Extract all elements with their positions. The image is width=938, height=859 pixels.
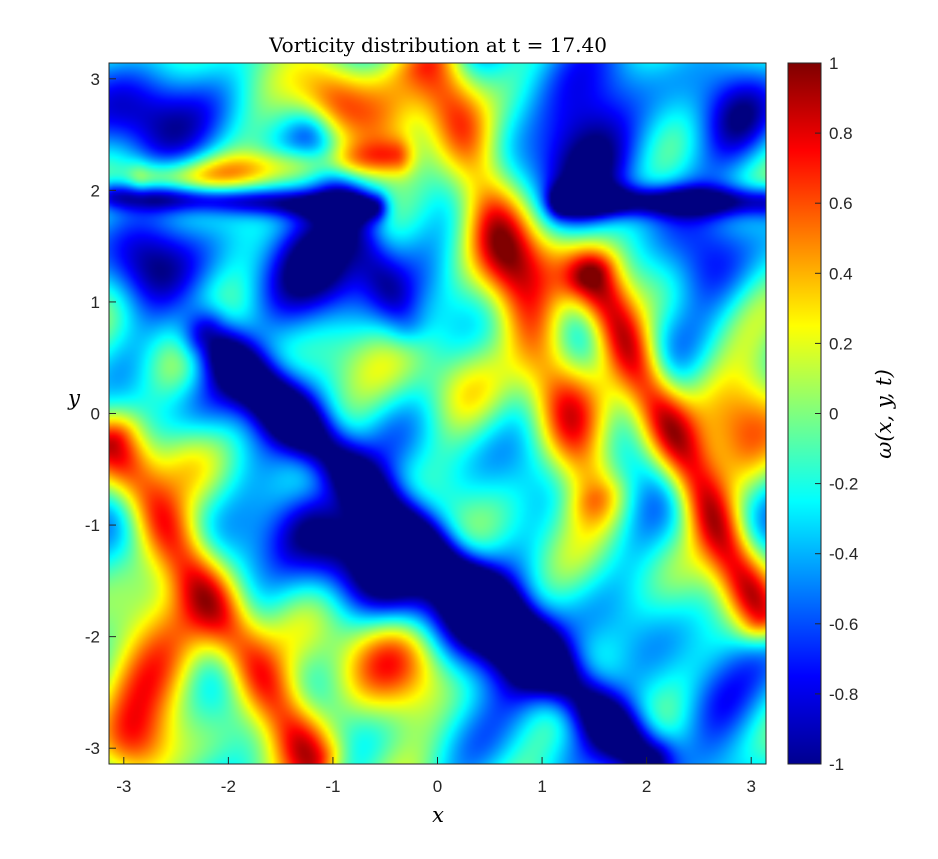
vorticity-heatmap bbox=[109, 63, 766, 764]
colorbar-tick-label: 0.6 bbox=[829, 194, 853, 213]
x-tick-label: 0 bbox=[433, 777, 442, 796]
colorbar-tick-label: -0.6 bbox=[829, 615, 858, 634]
colorbar-tick-label: -0.2 bbox=[829, 475, 858, 494]
colorbar-tick-label: 0.4 bbox=[829, 264, 853, 283]
colorbar-tick-label: 0.2 bbox=[829, 334, 853, 353]
colorbar-tick-label: -0.8 bbox=[829, 685, 858, 704]
y-axis-label: y bbox=[67, 386, 81, 410]
colorbar-tick-label: 0 bbox=[829, 405, 838, 424]
colorbar-tick-label: -0.4 bbox=[829, 545, 858, 564]
colorbar-tick-label: 1 bbox=[829, 54, 838, 73]
y-tick-label: 2 bbox=[91, 181, 100, 200]
y-tick-label: -3 bbox=[85, 739, 100, 758]
x-axis-ticks: -3 -2 -1 0 1 2 3 bbox=[116, 757, 756, 796]
x-tick-label: -1 bbox=[325, 777, 340, 796]
chart-title: Vorticity distribution at t = 17.40 bbox=[268, 33, 607, 57]
y-tick-label: -1 bbox=[85, 516, 100, 535]
y-axis-ticks: -3 -2 -1 0 1 2 3 bbox=[85, 70, 116, 758]
colorbar-label: ω(x, y, t) bbox=[872, 369, 896, 459]
y-tick-label: 1 bbox=[91, 293, 100, 312]
y-tick-label: -2 bbox=[85, 628, 100, 647]
x-tick-label: -3 bbox=[116, 777, 131, 796]
y-tick-label: 3 bbox=[91, 70, 100, 89]
x-axis-label: x bbox=[432, 803, 444, 827]
x-tick-label: 1 bbox=[537, 777, 546, 796]
y-tick-label: 0 bbox=[91, 405, 100, 424]
colorbar-tick-label: -1 bbox=[829, 755, 844, 774]
colorbar-tick-label: 0.8 bbox=[829, 124, 853, 143]
colorbar-ticks: -1 -0.8 -0.6 -0.4 -0.2 0 0.2 0.4 0.6 0.8 1 bbox=[815, 54, 858, 774]
x-tick-label: -2 bbox=[221, 777, 236, 796]
x-tick-label: 3 bbox=[746, 777, 755, 796]
x-tick-label: 2 bbox=[642, 777, 651, 796]
